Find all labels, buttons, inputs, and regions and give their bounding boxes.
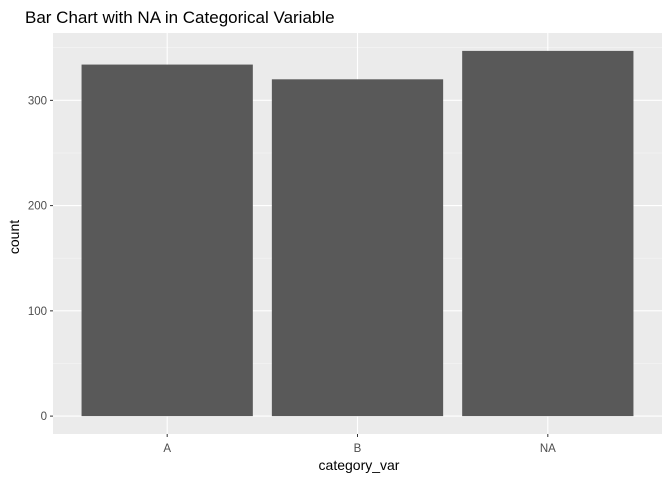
bar-na [462,50,634,417]
y-tick-label: 300 [28,95,47,107]
bar-b [271,79,444,417]
x-tick-label: A [163,443,171,455]
x-tick-label: B [354,443,362,455]
y-tick-label: 200 [28,201,47,213]
y-axis-title: count [6,220,22,254]
x-axis: A B NA [163,434,556,455]
x-tick-label: NA [540,443,556,455]
y-tick-label: 100 [28,306,47,318]
bars [81,50,634,417]
y-tick-label: 0 [41,411,47,423]
y-axis: 0 100 200 300 [28,95,53,423]
bar-a [81,64,253,417]
chart-title: Bar Chart with NA in Categorical Variabl… [25,8,335,27]
x-axis-title: category_var [319,457,400,473]
